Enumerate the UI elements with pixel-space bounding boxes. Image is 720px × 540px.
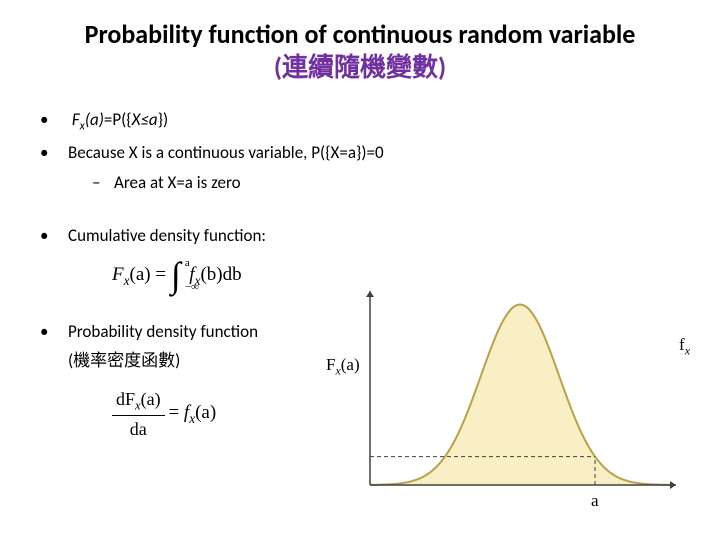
x-marker-label: a [591, 491, 599, 511]
bullet-sub-item: Area at X=a is zero [40, 170, 720, 196]
bullet-item: Cumulative density function: [40, 223, 720, 249]
bell-curve-chart: Fx(a) fx a [320, 285, 700, 525]
bullet-item: Because X is a continuous variable, P({X… [40, 140, 720, 166]
slide-title-line1: Probability function of continuous rando… [0, 18, 720, 51]
bullet-item: Fx(a)=P({X≤a}) [40, 107, 720, 136]
curve-label: fx [679, 335, 690, 358]
spacer [40, 199, 720, 219]
slide-title-line2: (連續隨機變數) [0, 51, 720, 84]
bell-curve-svg [320, 285, 700, 525]
y-axis-label: Fx(a) [326, 355, 360, 378]
